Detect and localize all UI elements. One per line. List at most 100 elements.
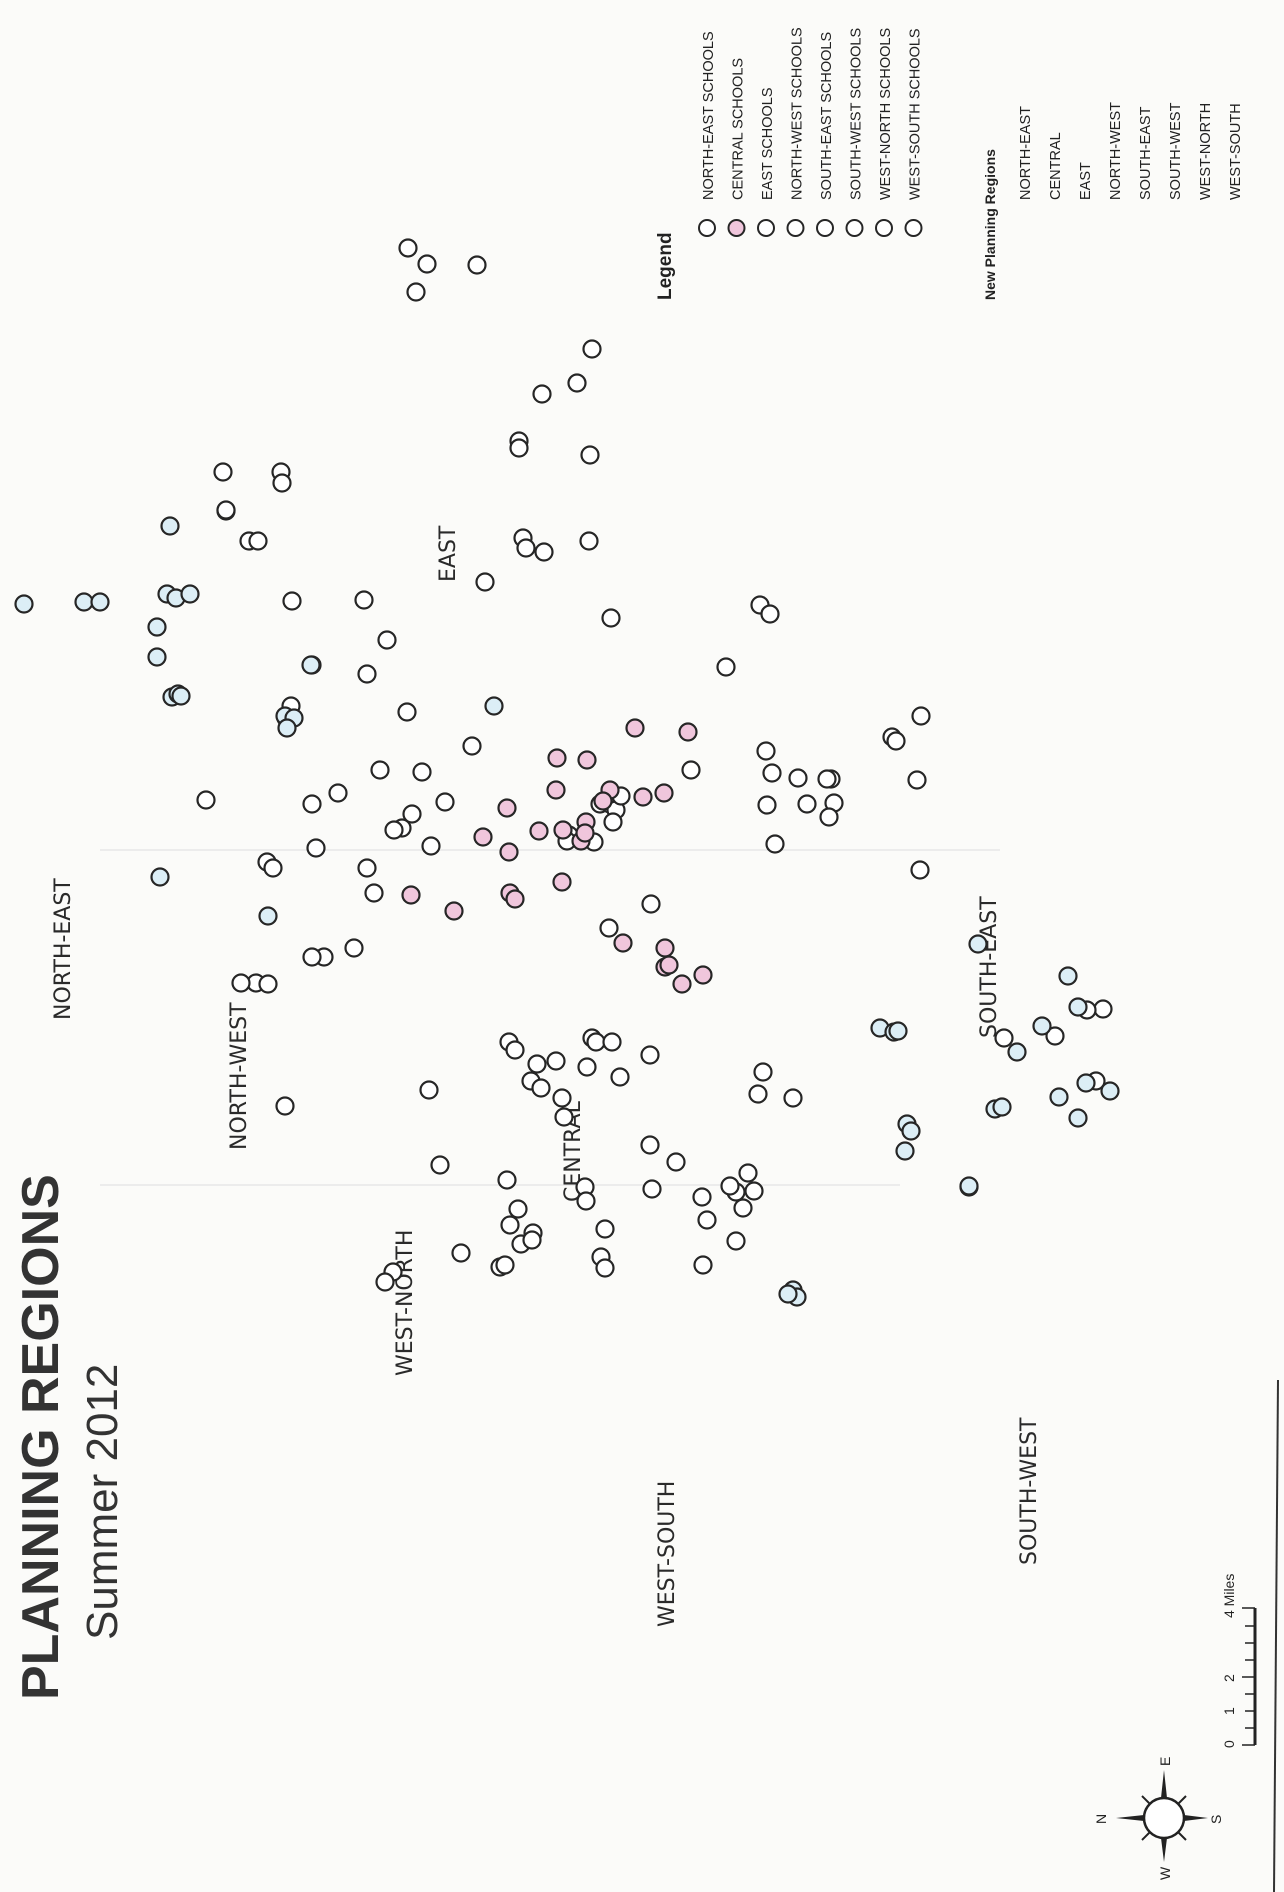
region-label-north-east: NORTH-EAST <box>51 878 76 1020</box>
school-marker <box>462 736 482 756</box>
school-marker <box>398 238 418 258</box>
school-marker <box>275 1096 295 1116</box>
north-arrow-icon: N E S W <box>1093 1757 1224 1880</box>
school-marker <box>783 1088 803 1108</box>
school-marker <box>886 731 906 751</box>
central-school-marker <box>593 791 613 811</box>
school-marker <box>748 1084 768 1104</box>
school-marker <box>640 1045 660 1065</box>
compass-w: W <box>1157 1866 1173 1880</box>
school-marker <box>430 1155 450 1175</box>
school-marker <box>263 858 283 878</box>
school-marker <box>534 542 554 562</box>
south-west-school-marker <box>888 1021 908 1041</box>
south-west-school-marker <box>901 1121 921 1141</box>
school-marker <box>248 531 268 551</box>
school-marker <box>384 820 404 840</box>
school-marker <box>580 445 600 465</box>
central-school-marker <box>499 842 519 862</box>
region-label-west-south: WEST-SOUTH <box>655 1481 680 1627</box>
north-east-school-marker <box>277 718 297 738</box>
school-marker <box>640 1135 660 1155</box>
legend-swatch <box>786 219 805 237</box>
school-marker <box>412 762 432 782</box>
north-east-school-marker <box>90 592 110 612</box>
north-east-school-marker <box>301 655 321 675</box>
school-marker <box>516 538 536 558</box>
central-school-marker <box>672 974 692 994</box>
school-marker <box>306 838 326 858</box>
central-school-marker <box>473 827 493 847</box>
central-school-marker <box>497 798 517 818</box>
school-marker <box>417 254 437 274</box>
school-marker <box>375 1272 395 1292</box>
central-school-marker <box>613 933 633 953</box>
south-west-school-marker <box>1068 1108 1088 1128</box>
scale-label-0: 0 <box>1221 1740 1237 1748</box>
school-marker <box>586 1032 606 1052</box>
legend-region-label: WEST-NORTH <box>1198 103 1214 200</box>
school-marker <box>213 462 233 482</box>
school-marker <box>599 918 619 938</box>
north-east-school-marker <box>147 647 167 667</box>
region-label-east: EAST <box>436 525 461 582</box>
south-west-school-marker <box>968 934 988 954</box>
legend-swatch <box>816 219 834 237</box>
compass-n: N <box>1093 1814 1109 1824</box>
central-school-marker <box>575 823 595 843</box>
legend-swatch <box>875 219 893 237</box>
school-marker <box>344 938 364 958</box>
north-east-school-marker <box>14 594 34 614</box>
school-marker <box>258 974 278 994</box>
school-marker <box>328 783 348 803</box>
legend-region-label: WEST-SOUTH <box>1228 103 1244 200</box>
legend: Legend NORTH-EAST SCHOOLS CENTRAL SCHOOLS… <box>655 27 1244 300</box>
legend-swatch <box>727 219 746 237</box>
school-marker <box>697 1210 717 1230</box>
compass-e: E <box>1157 1757 1173 1766</box>
school-marker <box>1093 999 1113 1019</box>
school-marker <box>354 590 374 610</box>
school-marker <box>451 1243 471 1263</box>
school-marker <box>364 883 384 903</box>
school-marker <box>579 531 599 551</box>
central-school-marker <box>654 783 674 803</box>
school-marker <box>994 1028 1014 1048</box>
south-west-school-marker <box>1058 966 1078 986</box>
school-marker <box>508 1199 528 1219</box>
legend-region-label: NORTH-EAST <box>1018 106 1034 200</box>
map-title: PLANNING REGIONS <box>12 1174 70 1700</box>
central-school-marker <box>577 750 597 770</box>
south-west-school-marker <box>1007 1042 1027 1062</box>
school-marker <box>1045 1026 1065 1046</box>
central-school-marker <box>547 748 567 768</box>
region-label-south-west: SOUTH-WEST <box>1017 1417 1042 1565</box>
school-marker <box>495 1255 515 1275</box>
south-west-school-marker <box>1076 1073 1096 1093</box>
region-label-north-west: NORTH-WEST <box>227 1002 252 1150</box>
school-marker <box>726 1231 746 1251</box>
school-marker <box>797 794 817 814</box>
north-east-school-marker <box>484 696 504 716</box>
legend-region-items: NORTH-EAST CENTRAL EAST NORTH-WEST SOUTH-EAS… <box>1018 102 1244 200</box>
school-marker <box>642 1179 662 1199</box>
south-west-school-marker <box>1100 1081 1120 1101</box>
school-marker <box>788 768 808 788</box>
scale-label-2: 2 <box>1221 1674 1237 1682</box>
school-marker <box>601 608 621 628</box>
school-marker <box>577 1057 597 1077</box>
south-west-school-marker <box>1068 997 1088 1017</box>
school-marker <box>509 438 529 458</box>
school-marker <box>765 834 785 854</box>
school-marker <box>666 1152 686 1172</box>
school-markers <box>14 238 1120 1307</box>
school-marker <box>522 1230 542 1250</box>
school-marker <box>419 1080 439 1100</box>
north-east-school-marker <box>160 516 180 536</box>
map-subtitle: Summer 2012 <box>78 1364 127 1640</box>
school-marker <box>196 790 216 810</box>
north-east-school-marker <box>180 584 200 604</box>
legend-swatch <box>698 219 716 237</box>
school-marker <box>738 1163 758 1183</box>
school-marker <box>554 1107 574 1127</box>
